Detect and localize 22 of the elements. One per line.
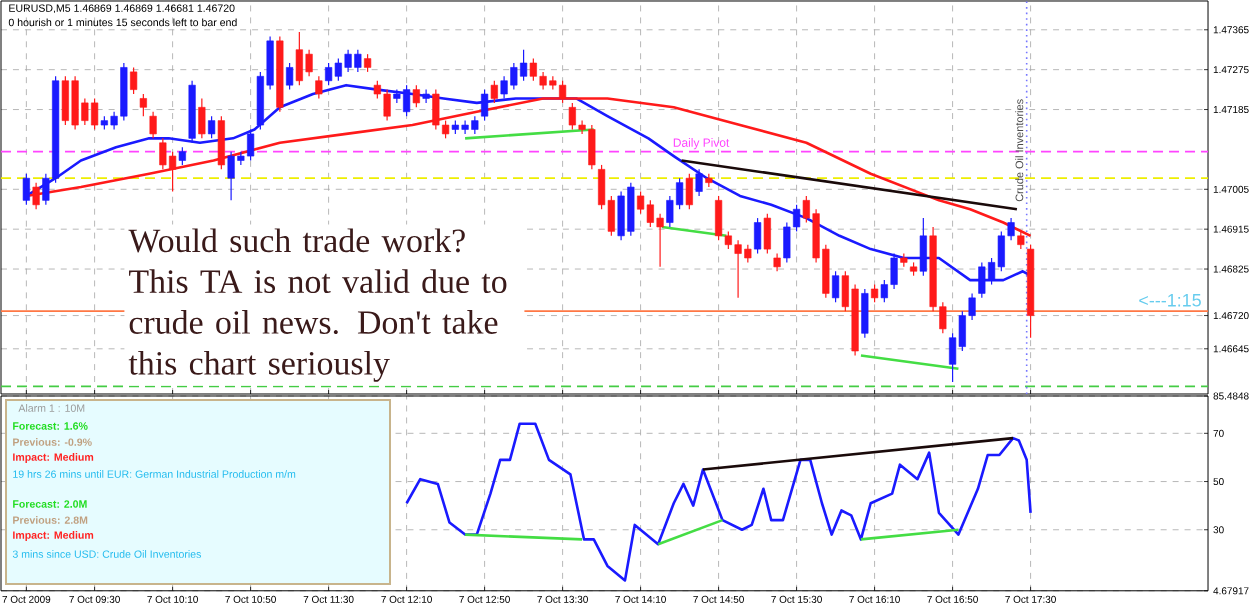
candlestick bbox=[685, 173, 693, 210]
candlestick bbox=[315, 75, 323, 100]
candlestick bbox=[763, 213, 771, 255]
candlestick bbox=[32, 182, 40, 210]
candlestick bbox=[919, 217, 927, 277]
candlestick bbox=[832, 270, 840, 303]
candlestick bbox=[861, 288, 869, 339]
line-series bbox=[405, 422, 1032, 582]
annotation: <---1:15 bbox=[1139, 294, 1201, 307]
candlestick bbox=[208, 115, 216, 139]
candlestick bbox=[490, 80, 498, 104]
candlestick bbox=[754, 217, 762, 255]
candlestick bbox=[286, 62, 294, 91]
candlestick bbox=[412, 84, 420, 108]
candlestick bbox=[149, 111, 157, 139]
candlestick bbox=[139, 93, 147, 117]
candlestick bbox=[481, 89, 489, 122]
candlestick bbox=[198, 97, 206, 139]
annotation: Would such trade work? This TA is not valid due to crude oil news. Don't take this chart seriously bbox=[128, 228, 507, 382]
candlestick bbox=[130, 66, 138, 95]
candlestick bbox=[217, 115, 225, 170]
candlestick bbox=[695, 168, 703, 197]
